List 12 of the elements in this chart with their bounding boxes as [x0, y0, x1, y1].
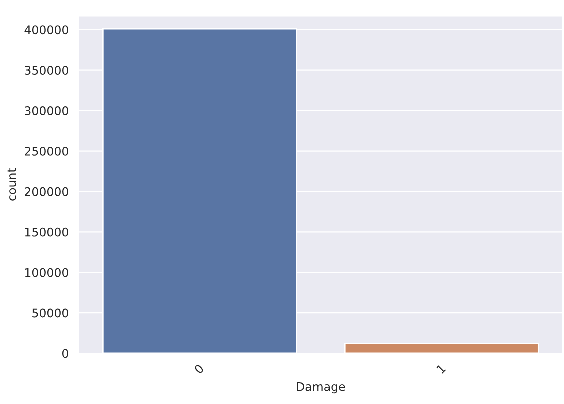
y-tick-label: 400000 [24, 26, 68, 35]
y-tick-label: 50000 [32, 308, 68, 318]
x-tick-label: 1 [436, 364, 446, 374]
y-tick-label: 200000 [25, 187, 68, 196]
y-tick-label: 300000 [25, 106, 68, 116]
y-tick-label: 350000 [25, 66, 68, 76]
y-axis-title: count [8, 168, 16, 201]
y-tick-label: 150000 [25, 228, 68, 237]
x-axis-title: Damage [297, 382, 346, 394]
y-tick-label: 100000 [25, 268, 68, 278]
y-tick-label: 0 [62, 349, 68, 358]
y-tick-label: 250000 [25, 146, 68, 156]
